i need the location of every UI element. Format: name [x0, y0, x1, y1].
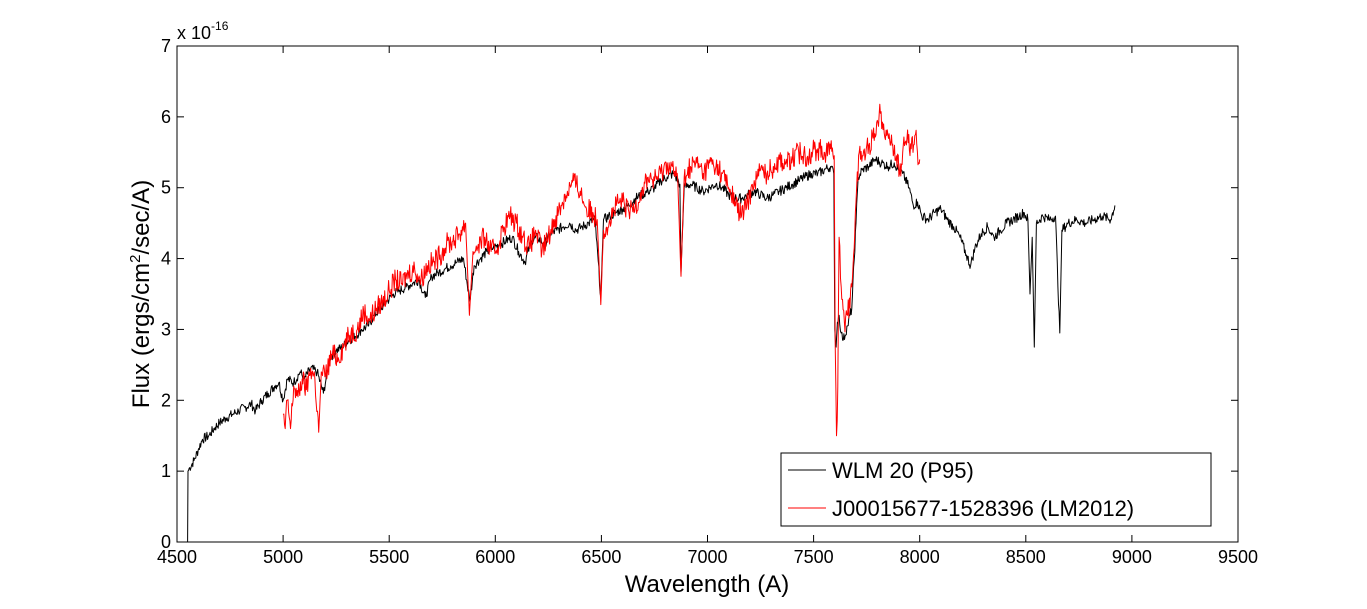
x-tick-label: 7500 [794, 547, 834, 567]
y-axis-label-superscript: 2 [127, 254, 144, 262]
y-tick-label: 6 [161, 107, 171, 127]
y-tick-label: 7 [161, 36, 171, 56]
legend-entry-j00015677: J00015677-1528396 (LM2012) [832, 496, 1134, 521]
x-tick-label: 5500 [369, 547, 409, 567]
y-tick-label: 1 [161, 461, 171, 481]
x-tick-label: 4500 [157, 547, 197, 567]
y-multiplier-exponent: -16 [211, 19, 229, 33]
series-layer [187, 103, 1116, 543]
y-tick-label: 0 [161, 532, 171, 552]
y-tick-label: 2 [161, 390, 171, 410]
y-tick-label: 4 [161, 249, 171, 269]
x-tick-label: 8000 [900, 547, 940, 567]
x-tick-label: 8500 [1006, 547, 1046, 567]
y-axis-label: Flux (ergs/cm2/sec/A) [127, 180, 155, 408]
y-tick-label: 3 [161, 319, 171, 339]
y-axis-label-part1: Flux (ergs/cm [128, 263, 155, 408]
x-tick-label: 6500 [581, 547, 621, 567]
x-tick-label: 6000 [475, 547, 515, 567]
y-tick-label: 5 [161, 178, 171, 198]
x-tick-label: 7000 [687, 547, 727, 567]
x-tick-label: 9000 [1112, 547, 1152, 567]
legend-entry-wlm20: WLM 20 (P95) [832, 458, 974, 483]
legend-box [780, 452, 1212, 527]
y-multiplier: x 10-16 [177, 19, 229, 43]
series-line-j00015677 [282, 103, 921, 437]
x-tick-label: 9500 [1218, 547, 1258, 567]
y-axis-label-part2: /sec/A) [128, 180, 155, 255]
series-line-wlm20 [187, 156, 1116, 543]
x-tick-label: 5000 [263, 547, 303, 567]
legend: WLM 20 (P95) J00015677-1528396 (LM2012) [780, 452, 1212, 527]
tick-layer: 4500 5000 5500 6000 6500 7000 7500 8000 8500 9000… [157, 36, 1258, 567]
y-multiplier-base: x 10 [177, 23, 211, 43]
x-axis-label: Wavelength (A) [625, 571, 790, 598]
